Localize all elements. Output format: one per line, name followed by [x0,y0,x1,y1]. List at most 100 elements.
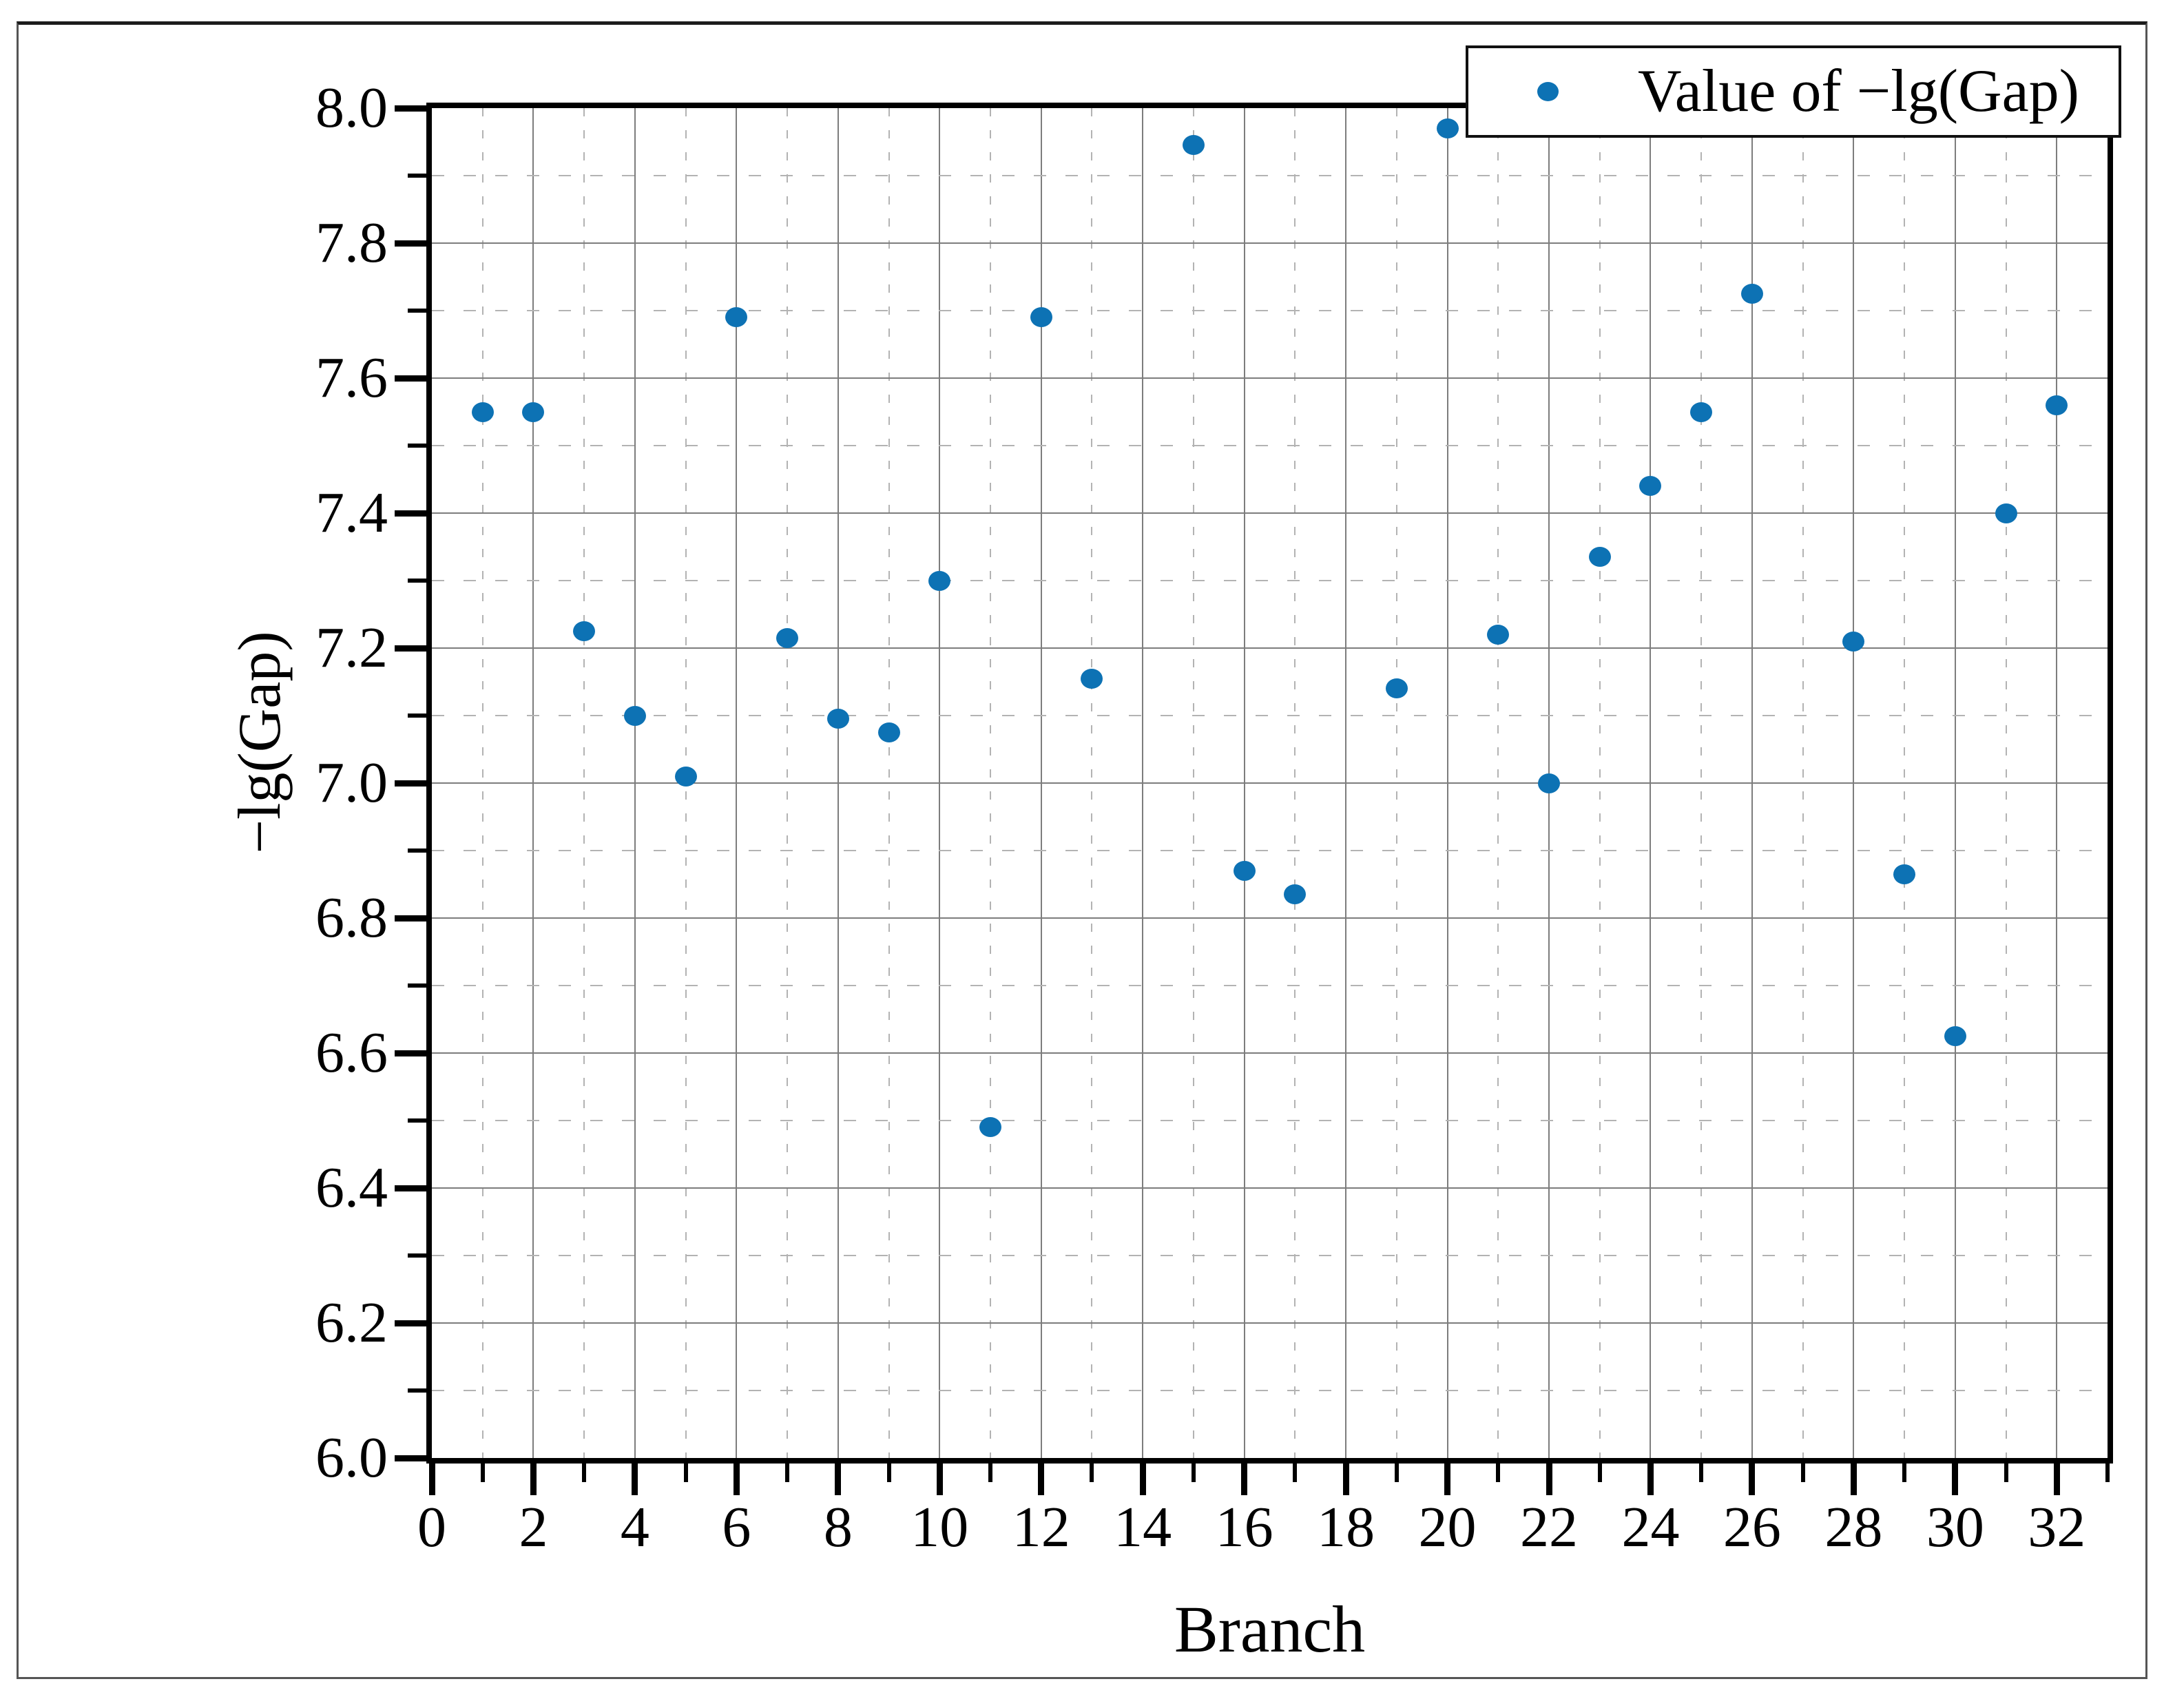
x-tick-label: 14 [1114,1495,1172,1559]
x-axis-minor-tick [988,1464,992,1482]
gridline-horizontal-minor [432,1390,2108,1391]
legend[interactable]: Value of −lg(Gap) [1466,45,2121,138]
x-axis-minor-tick [1902,1464,1907,1482]
y-axis-minor-tick [408,1253,426,1258]
data-point[interactable] [623,705,646,726]
y-tick-label: 7.0 [315,751,388,815]
x-axis-major-tick [1647,1464,1654,1495]
x-axis-major-tick [1038,1464,1045,1495]
x-tick-label: 24 [1621,1495,1680,1559]
gridline-horizontal-minor [432,175,2108,176]
y-axis-major-tick [395,1050,426,1056]
x-axis-major-tick [1952,1464,1959,1495]
y-tick-label: 7.6 [315,346,388,410]
y-axis-major-tick [395,1320,426,1326]
x-tick-label: 32 [2028,1495,2086,1559]
data-point[interactable] [979,1117,1001,1138]
gridline-horizontal-major [432,512,2108,514]
x-tick-label: 30 [1926,1495,1984,1559]
x-axis-minor-tick [2105,1464,2110,1482]
x-axis-major-tick [1850,1464,1857,1495]
y-axis-minor-tick [408,1388,426,1393]
x-axis-minor-tick [1597,1464,1602,1482]
data-point[interactable] [1182,135,1205,156]
data-point[interactable] [674,766,697,787]
y-axis-minor-tick [408,1118,426,1123]
x-tick-label: 10 [911,1495,969,1559]
x-axis-minor-tick [582,1464,587,1482]
x-axis-major-tick [428,1464,435,1495]
data-point[interactable] [877,722,900,742]
data-point[interactable] [1030,307,1052,328]
data-point[interactable] [573,621,596,641]
x-axis-minor-tick [1191,1464,1196,1482]
data-point[interactable] [1842,631,1865,652]
x-axis-minor-tick [1699,1464,1704,1482]
gridline-horizontal-major [432,1052,2108,1054]
x-axis-label: Branch [1174,1592,1366,1666]
gridline-horizontal-major [432,242,2108,244]
legend-marker-icon [1537,82,1559,101]
data-point[interactable] [2046,395,2068,415]
data-point[interactable] [1639,476,1662,497]
y-axis-minor-tick [408,579,426,583]
x-tick-label: 20 [1418,1495,1477,1559]
data-point[interactable] [1740,284,1763,304]
x-axis-minor-tick [683,1464,688,1482]
y-axis-minor-tick [408,714,426,718]
data-point[interactable] [725,307,748,328]
y-axis-minor-tick [408,444,426,448]
y-axis-minor-tick [408,309,426,313]
x-tick-label: 6 [722,1495,751,1559]
data-point[interactable] [1233,860,1256,881]
x-axis-minor-tick [1293,1464,1298,1482]
x-axis-major-tick [1139,1464,1146,1495]
data-point[interactable] [1436,118,1459,138]
x-axis-major-tick [1749,1464,1756,1495]
data-point[interactable] [1893,864,1916,884]
y-tick-label: 7.8 [315,211,388,275]
gridline-horizontal-minor [432,445,2108,446]
plot-area [432,108,2108,1458]
data-point[interactable] [471,402,494,422]
y-axis-major-tick [395,375,426,382]
x-axis-major-tick [835,1464,842,1495]
legend-label: Value of −lg(Gap) [1638,58,2079,125]
data-point[interactable] [1487,624,1510,645]
x-axis-minor-tick [886,1464,891,1482]
data-point[interactable] [928,570,951,591]
data-point[interactable] [1690,402,1713,422]
y-tick-label: 6.2 [315,1291,388,1355]
data-point[interactable] [1588,547,1611,567]
y-tick-label: 6.6 [315,1021,388,1085]
y-axis-label: −lg(Gap) [227,631,293,854]
y-axis-major-tick [395,915,426,921]
x-tick-label: 22 [1520,1495,1578,1559]
x-axis-major-tick [2053,1464,2060,1495]
y-axis-minor-tick [408,983,426,988]
x-axis-minor-tick [1394,1464,1399,1482]
data-point[interactable] [826,709,849,729]
data-point[interactable] [1944,1026,1966,1046]
x-tick-label: 26 [1723,1495,1781,1559]
data-point[interactable] [1385,678,1408,699]
data-point[interactable] [1995,503,2017,523]
gridline-horizontal-minor [432,1255,2108,1256]
gridline-horizontal-minor [432,580,2108,581]
data-point[interactable] [522,402,545,422]
y-axis-major-tick [395,780,426,787]
x-tick-label: 0 [417,1495,446,1559]
x-tick-label: 28 [1824,1495,1883,1559]
x-axis-major-tick [733,1464,740,1495]
y-tick-label: 8.0 [315,76,388,140]
data-point[interactable] [776,627,799,648]
y-axis-major-tick [395,105,426,112]
data-point[interactable] [1284,884,1307,905]
data-point[interactable] [1538,773,1560,793]
x-tick-label: 16 [1215,1495,1273,1559]
gridline-horizontal-minor [432,850,2108,851]
gridline-horizontal-major [432,1322,2108,1324]
data-point[interactable] [1081,668,1103,689]
gridline-horizontal-major [432,647,2108,649]
